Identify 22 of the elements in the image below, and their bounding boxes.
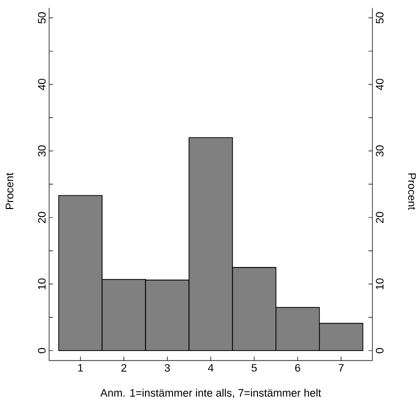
y2-tick-label: 50 [376, 12, 384, 24]
y2-axis-title: Procent [408, 174, 416, 210]
y-tick-label: 30 [38, 146, 46, 157]
x-axis-title: Anm. 1=instämmer inte alls, 7=instämmer helt [100, 388, 322, 398]
x-tick-label: 5 [252, 364, 257, 372]
y2-tick-label: 40 [376, 78, 384, 90]
x-tick-label: 3 [164, 364, 170, 372]
x-tick-label: 4 [208, 364, 214, 372]
y-tick-label: 20 [38, 212, 46, 224]
y-tick-label: 40 [38, 78, 46, 90]
y2-tick-label: 30 [376, 146, 384, 157]
y2-tick-label: 10 [376, 278, 384, 290]
x-tick-label: 7 [338, 364, 344, 372]
x-tick-label: 2 [121, 364, 126, 372]
y-tick-label: 10 [38, 278, 46, 290]
y2-tick-label: 0 [376, 348, 384, 354]
y-tick-label: 50 [38, 12, 46, 24]
x-tick-label: 6 [295, 364, 300, 372]
x-tick-label: 1 [78, 364, 83, 372]
y2-tick-label: 20 [376, 212, 384, 224]
y-axis-title: Procent [6, 172, 14, 210]
y-tick-label: 0 [38, 348, 46, 354]
